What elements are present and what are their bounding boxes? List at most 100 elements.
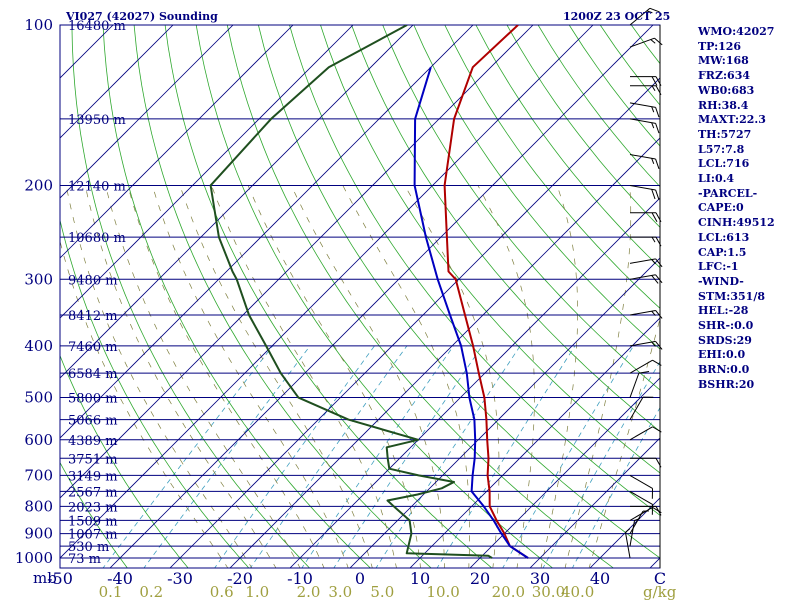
stat-line: FRZ:634 [698, 69, 751, 83]
wind-barb [630, 85, 662, 95]
pressure-tick-label: 900 [24, 525, 53, 543]
wind-barb [630, 212, 662, 222]
temperature-tick-label: 10 [410, 569, 430, 588]
stat-line: EHI:0.0 [698, 348, 746, 362]
moist-adiabat [152, 185, 349, 568]
wind-barb [629, 359, 662, 374]
height-label: 16480 m [68, 19, 126, 34]
pressure-tick-label: 600 [24, 431, 53, 449]
stat-line: BRN:0.0 [698, 363, 750, 377]
moist-adiabat [211, 185, 397, 568]
moist-adiabat [564, 185, 632, 568]
moist-adiabat [60, 239, 229, 568]
stat-line: BSHR:20 [698, 377, 755, 391]
stat-line: LI:0.4 [698, 172, 735, 186]
stat-line: SHR-:0.0 [698, 319, 754, 333]
mixing-ratio-line [102, 345, 274, 568]
x-unit-label: mb [33, 569, 57, 587]
height-label: 3149 m [68, 469, 118, 484]
isotherm-line [60, 25, 294, 259]
isotherm-line [0, 1, 17, 570]
isotherm-line [109, 25, 654, 568]
wind-barb [629, 184, 660, 200]
stat-line: SRDS:29 [698, 333, 752, 347]
temperature-tick-label: 30 [530, 569, 550, 588]
parcel-line [413, 66, 529, 559]
wind-barb [629, 396, 654, 420]
chart-title-time: 1200Z 23 OCT 25 [563, 10, 671, 23]
stat-line: LCL:716 [698, 157, 750, 171]
mixing-ratio-line [214, 345, 375, 568]
isotherm-line [60, 25, 474, 439]
wind-barb [629, 118, 660, 134]
height-label: 4389 m [68, 434, 118, 449]
pressure-tick-label: 200 [24, 176, 53, 194]
moist-adiabat [247, 185, 421, 568]
pressure-tick-label: 800 [24, 497, 53, 515]
pressure-tick-label: 500 [24, 389, 53, 407]
wind-barb [630, 505, 662, 516]
moist-adiabat [84, 185, 277, 568]
moist-adiabat [290, 185, 446, 568]
mixing-ratio-line [571, 406, 660, 568]
stat-line: CINH:49512 [698, 216, 775, 230]
stats-panel: WMO:42027 TP:126 MW:168 FRZ:634 WB0:683 RH:38… [698, 25, 775, 393]
mixing-ratio-tick-label: 0.1 [99, 583, 123, 600]
moist-adiabat [342, 185, 470, 568]
dry-adiabat [60, 354, 189, 568]
temperature-tick-label: -40 [107, 569, 133, 588]
stat-line: MAXT:22.3 [698, 113, 766, 127]
stat-line: -PARCEL- [698, 186, 758, 200]
height-label: 5066 m [68, 414, 118, 429]
stat-line: CAP:1.5 [698, 245, 747, 259]
isotherm-line [60, 25, 234, 199]
mixing-ratio-tick-label: 0.2 [139, 583, 163, 600]
mixing-ratio-tick-label: 20.0 [492, 583, 525, 600]
mixing-ratio-tick-label: 0.6 [210, 583, 234, 600]
height-label: 5800 m [68, 392, 118, 407]
plot-border [59, 24, 661, 569]
dry-adiabat [102, 25, 371, 568]
moist-adiabat [179, 185, 373, 568]
wind-barb [629, 490, 654, 515]
wind-barb [629, 506, 662, 521]
moist-adiabat [588, 317, 660, 568]
moist-adiabat [105, 185, 301, 568]
isotherm-line [529, 437, 660, 568]
height-label: 530 m [68, 540, 109, 555]
wind-barb [629, 102, 660, 118]
height-label: 8412 m [68, 309, 118, 324]
moist-adiabat [65, 185, 253, 568]
moist-adiabat [540, 185, 578, 568]
isotherm-line [289, 197, 660, 568]
mixing-ratio-line [333, 345, 483, 568]
stat-line: TH:5727 [698, 127, 752, 141]
mixing-ratio-unit: g/kg [643, 583, 677, 600]
wind-barb [629, 274, 663, 284]
dewpoint-line [209, 25, 493, 559]
wind-barb [629, 37, 663, 48]
mixing-ratio-tick-label: 2.0 [297, 583, 321, 600]
stat-line: MW:168 [698, 54, 749, 68]
isotherm-line [60, 25, 174, 139]
wind-barb [629, 154, 660, 169]
stat-line: TP:126 [698, 39, 742, 53]
height-label: 3751 m [68, 452, 118, 467]
height-label: 6584 m [68, 367, 118, 382]
stat-line: L57:7.8 [698, 142, 745, 156]
mixing-ratio-line [542, 360, 660, 568]
isotherm-line [60, 25, 414, 379]
stat-line: WMO:42027 [698, 25, 775, 38]
height-label: 2023 m [68, 500, 118, 515]
dry-adiabat [133, 25, 432, 568]
wind-barb [630, 236, 662, 247]
wind-barb [629, 258, 663, 268]
mixing-ratio-tick-label: 3.0 [328, 583, 352, 600]
dry-adiabat [226, 25, 615, 568]
mixing-ratio-tick-label: 40.0 [561, 583, 594, 600]
pressure-tick-label: 300 [24, 270, 53, 288]
moist-adiabat [477, 185, 535, 568]
mixing-ratio-line [375, 345, 521, 568]
temperature-tick-label: -50 [47, 569, 73, 588]
